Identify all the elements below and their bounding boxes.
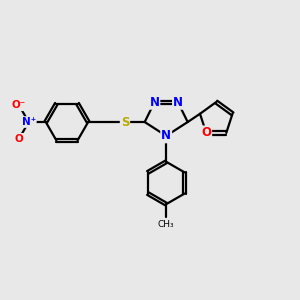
Text: N: N xyxy=(173,96,183,109)
Text: N⁺: N⁺ xyxy=(22,117,36,127)
Text: S: S xyxy=(121,116,129,128)
Text: N: N xyxy=(161,129,171,142)
Text: O⁻: O⁻ xyxy=(12,100,26,110)
Text: O: O xyxy=(15,134,23,144)
Text: O: O xyxy=(201,126,211,140)
Text: N: N xyxy=(149,96,159,109)
Text: CH₃: CH₃ xyxy=(158,220,175,229)
